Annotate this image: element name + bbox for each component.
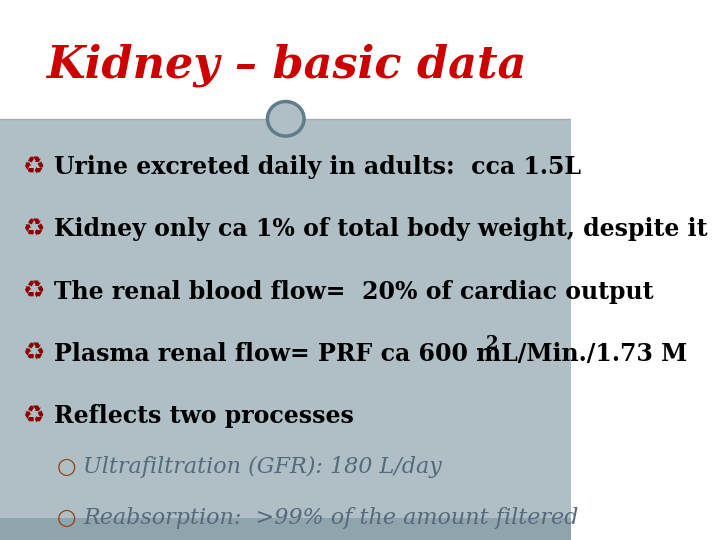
FancyBboxPatch shape — [0, 119, 572, 518]
Text: ♻: ♻ — [23, 404, 45, 428]
Text: ♻: ♻ — [23, 280, 45, 303]
Text: Ultrafiltration (GFR): 180 L/day: Ultrafiltration (GFR): 180 L/day — [83, 456, 442, 478]
Circle shape — [267, 102, 304, 136]
FancyBboxPatch shape — [0, 0, 572, 119]
Text: Urine excreted daily in adults:  cca 1.5L: Urine excreted daily in adults: cca 1.5L — [54, 156, 581, 179]
FancyBboxPatch shape — [0, 518, 572, 540]
Text: ○: ○ — [57, 457, 76, 477]
Text: Reflects two processes: Reflects two processes — [54, 404, 354, 428]
Text: Kidney only ca 1% of total body weight, despite it: Kidney only ca 1% of total body weight, … — [54, 218, 708, 241]
Text: ♻: ♻ — [23, 342, 45, 366]
Text: Plasma renal flow= PRF ca 600 mL/Min./1.73 M: Plasma renal flow= PRF ca 600 mL/Min./1.… — [54, 342, 688, 366]
Text: ○: ○ — [57, 508, 76, 529]
Text: The renal blood flow=  20% of cardiac output: The renal blood flow= 20% of cardiac out… — [54, 280, 654, 303]
Text: 2: 2 — [486, 335, 498, 353]
Text: Reabsorption:  >99% of the amount filtered: Reabsorption: >99% of the amount filtere… — [83, 508, 578, 529]
Text: Kidney – basic data: Kidney – basic data — [45, 43, 526, 86]
Text: ♻: ♻ — [23, 218, 45, 241]
Text: ♻: ♻ — [23, 156, 45, 179]
